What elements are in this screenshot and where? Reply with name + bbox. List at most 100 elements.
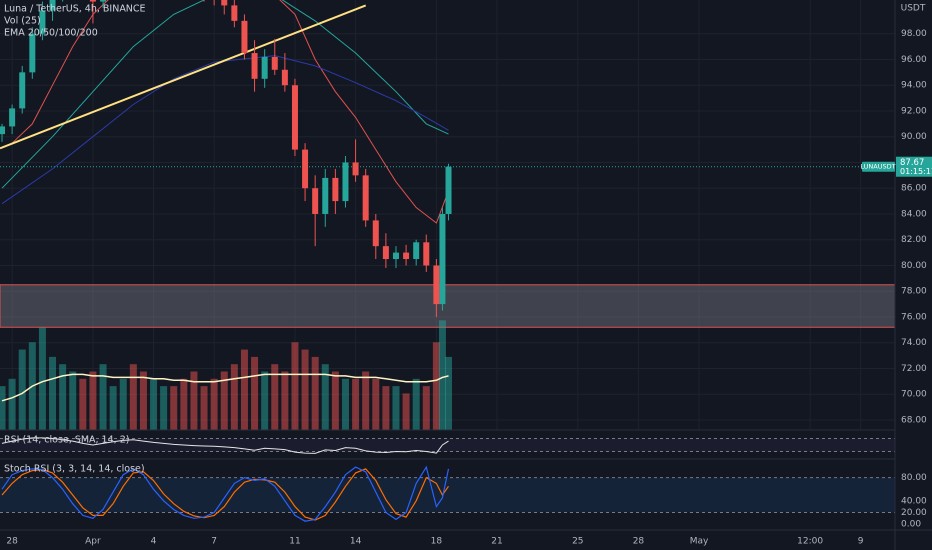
symbol-title: Luna / TetherUS, 4h, BINANCE: [4, 4, 146, 15]
y-tick-label: 92.00: [901, 106, 927, 116]
candle-body: [413, 242, 420, 260]
volume-bar: [362, 371, 370, 430]
symbol-tag: [862, 161, 895, 172]
x-tick-label: 25: [572, 537, 583, 547]
ema-line: [1, 0, 449, 189]
candle-body: [89, 0, 96, 2]
candle-body: [49, 0, 56, 11]
x-tick-label: May: [690, 537, 709, 547]
volume-bar: [49, 356, 57, 430]
volume-bar: [311, 356, 319, 430]
countdown-text: 01:15:11: [900, 167, 932, 176]
volume-bar: [291, 342, 299, 430]
volume-bar: [352, 378, 360, 430]
volume-bar: [200, 386, 208, 430]
y-tick-label: 94.00: [901, 81, 927, 91]
volume-bar: [59, 364, 67, 430]
x-tick-label: 4: [151, 537, 157, 547]
price-tag: [896, 156, 932, 177]
candle-body: [9, 108, 16, 127]
y-tick-label: 70.00: [901, 390, 927, 400]
x-tick-label: 12:00: [797, 537, 823, 547]
stoch-tick-label: 0.00: [901, 520, 921, 530]
candle-body: [382, 246, 389, 260]
y-tick-label: 80.00: [901, 261, 927, 271]
ema-label: EMA 20/50/100/200: [4, 28, 98, 39]
stoch-k: [1, 465, 450, 522]
y-tick-label: 68.00: [901, 415, 927, 425]
candle-body: [362, 175, 369, 221]
x-tick-label: 7: [211, 537, 217, 547]
candle-body: [241, 20, 248, 54]
candle-body: [291, 85, 298, 150]
volume-bar: [240, 349, 248, 430]
x-tick-label: 11: [289, 537, 300, 547]
y-tick-label: 76.00: [901, 312, 927, 322]
volume-bar: [321, 364, 329, 430]
rsi-label: RSI (14, close, SMA, 14, 2): [4, 435, 129, 446]
volume-bar: [271, 364, 279, 430]
x-tick-label: 28: [633, 537, 645, 547]
x-tick-label: 9: [858, 537, 864, 547]
candle-body: [221, 0, 228, 6]
candle-body: [352, 162, 359, 176]
candle-body: [322, 177, 329, 214]
candle-body: [281, 69, 288, 86]
candle-body: [392, 252, 399, 260]
y-tick-label: 78.00: [901, 287, 927, 297]
volume-bar: [412, 378, 420, 430]
volume-bar: [392, 386, 400, 430]
main-pane: [0, 0, 895, 430]
volume-bar: [170, 386, 178, 430]
volume-bar: [220, 371, 228, 430]
stoch-pane: [0, 465, 895, 522]
candle-body: [261, 56, 268, 79]
volume-bar: [438, 320, 446, 430]
volume-bar: [281, 371, 289, 430]
volume-bar: [372, 378, 380, 430]
currency-label: USDT: [901, 4, 926, 14]
candle-body: [302, 149, 309, 189]
x-tick-label: 28: [6, 537, 18, 547]
volume-sma: [1, 373, 449, 402]
symbol-tag-text: LUNAUSDT: [860, 163, 895, 171]
volume-bar: [38, 327, 46, 430]
volume-bar: [230, 364, 238, 430]
candle-body: [19, 72, 26, 109]
candle-body: [231, 5, 238, 21]
volume-bar: [331, 371, 339, 430]
volume-bar: [160, 386, 168, 430]
x-tick-label: Apr: [85, 537, 101, 547]
candle-body: [342, 162, 349, 202]
candle-body: [271, 56, 278, 70]
y-tick-label: 90.00: [901, 132, 927, 142]
stoch-d: [1, 468, 449, 521]
support-zone: [0, 284, 895, 328]
candle-body: [39, 10, 46, 34]
volume-bar: [89, 371, 97, 430]
candle-body: [251, 53, 258, 79]
stoch-tick-label: 40.00: [901, 496, 927, 506]
candle-body: [445, 166, 452, 214]
stoch-tick-label: 20.00: [901, 508, 927, 518]
volume-bar: [18, 349, 26, 430]
volume-bar: [69, 371, 77, 430]
stoch-band-bg: [0, 477, 895, 513]
candle-body: [0, 126, 6, 135]
price-tag-text: 87.67: [900, 158, 924, 168]
candle-body: [403, 252, 410, 260]
volume-bar: [79, 378, 87, 430]
volume-bar: [445, 356, 453, 430]
indicator-panes: [0, 437, 895, 454]
volume-bar: [261, 371, 269, 430]
volume-bar: [180, 378, 188, 430]
volume-bar: [301, 349, 309, 430]
ema-line: [11, 0, 449, 224]
stoch-tick-label: 80.00: [901, 473, 927, 483]
volume-bar: [99, 364, 107, 430]
x-tick-label: 21: [491, 537, 502, 547]
volume-bar: [432, 342, 440, 430]
x-tick-label: 18: [431, 537, 443, 547]
